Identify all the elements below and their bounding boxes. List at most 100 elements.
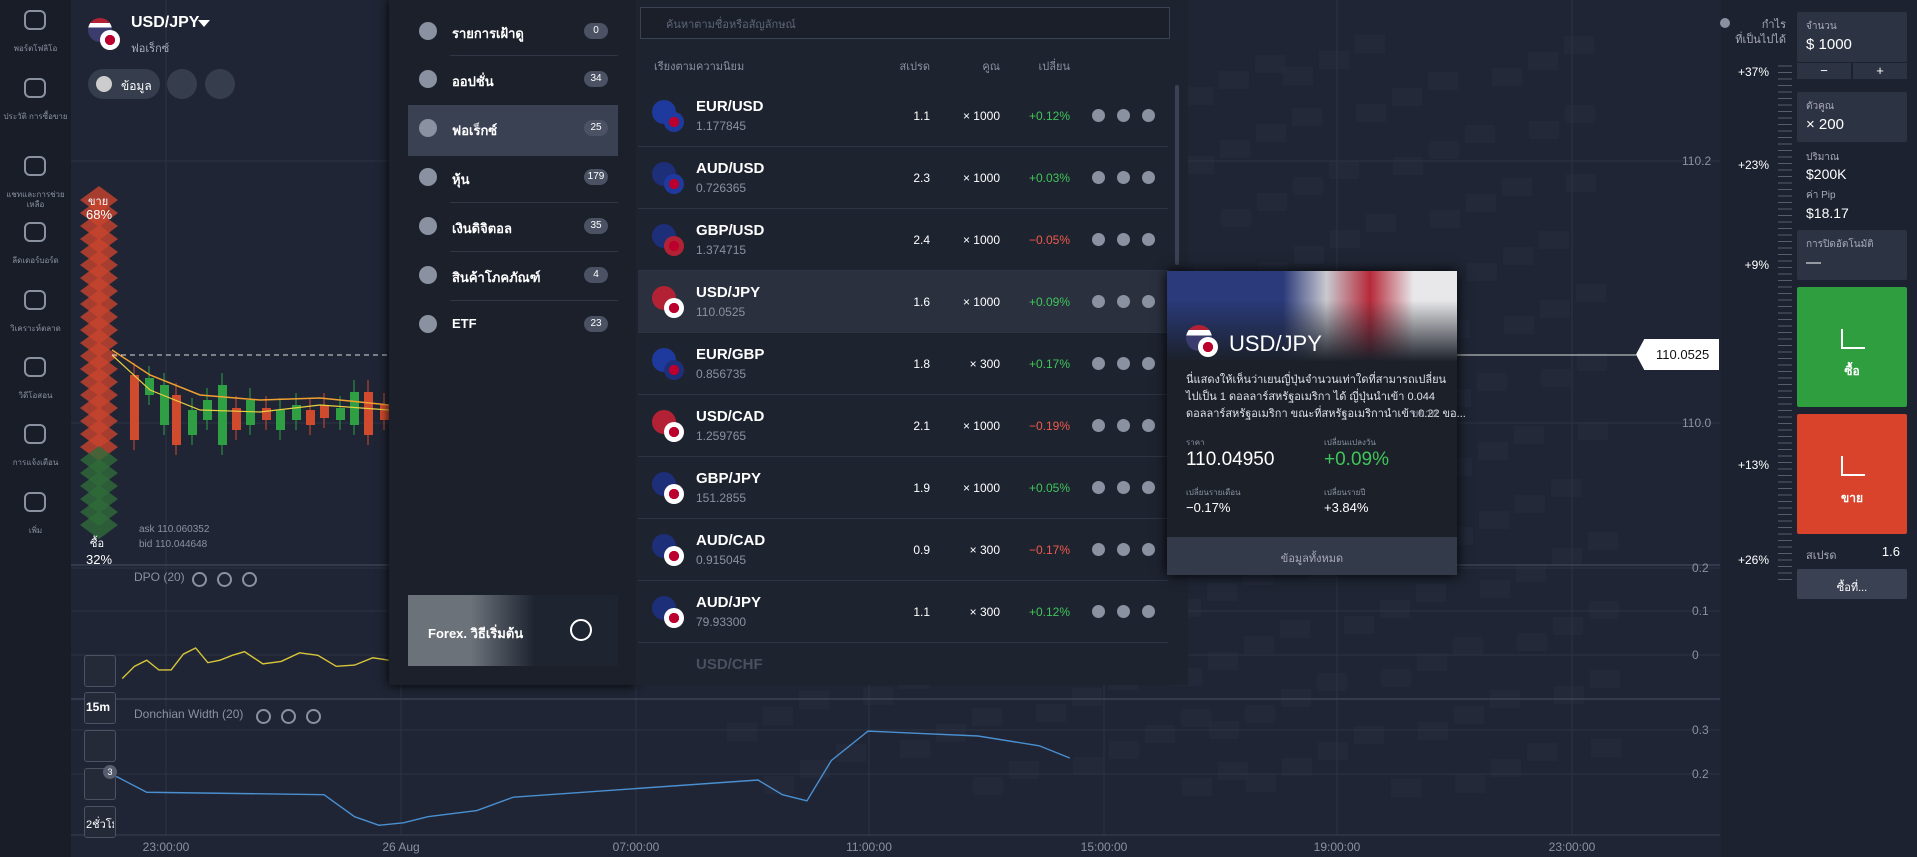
asset-symbol[interactable]: EUR/USD (696, 98, 764, 115)
row-favorite-icon[interactable] (1117, 233, 1130, 246)
amount-box[interactable]: จำนวน $ 1000 (1797, 12, 1907, 62)
map-dots (1072, 688, 1102, 706)
multiplier-box[interactable]: ตัวคูณ × 200 (1797, 92, 1907, 142)
popup-all-info: ข้อมูลทั้งหมด (1280, 553, 1344, 565)
map-dots (1293, 177, 1323, 195)
map-dots (1492, 68, 1522, 86)
indicator-remove[interactable] (242, 572, 257, 587)
asset-symbol[interactable]: EUR/GBP (696, 346, 765, 363)
sidebar-label[interactable]: พอร์ตโฟลิโอ (13, 44, 58, 53)
row-favorite-icon[interactable] (1117, 605, 1130, 618)
row-info-icon[interactable] (1142, 171, 1155, 184)
category-label[interactable]: รายการเฝ้าดู (452, 26, 524, 41)
favorite-button[interactable] (205, 69, 235, 99)
category-label[interactable]: หุ้น (452, 172, 470, 187)
row-favorite-icon[interactable] (1117, 109, 1130, 122)
row-info-icon[interactable] (1142, 419, 1155, 432)
row-info-icon[interactable] (1142, 357, 1155, 370)
asset-symbol[interactable]: USD/JPY (131, 14, 200, 31)
indicator-remove[interactable] (306, 709, 321, 724)
column-sort[interactable]: เรียงตามความนิยม (654, 61, 745, 73)
row-favorite-icon[interactable] (1117, 543, 1130, 556)
flag (100, 30, 120, 50)
sidebar-label[interactable]: วิเคราะห์ตลาด (10, 324, 61, 333)
indicator-settings[interactable] (192, 572, 207, 587)
category-label[interactable]: ออปชั่น (452, 74, 494, 89)
row-info-icon[interactable] (1142, 295, 1155, 308)
info-button[interactable]: ข้อมูล (88, 69, 160, 99)
tool-button[interactable] (84, 692, 116, 724)
tool-label: 15m (86, 700, 111, 714)
map-dots (1590, 670, 1620, 688)
row-favorite-icon[interactable] (1117, 171, 1130, 184)
category-label[interactable]: ETF (452, 316, 477, 331)
category-label[interactable]: เงินดิจิตอล (452, 221, 512, 236)
autoclose-box[interactable]: การปิดอัตโนมัติ — (1797, 230, 1907, 280)
tool-button[interactable] (84, 655, 116, 687)
asset-spread: 2.3 (913, 171, 930, 185)
tool-button[interactable] (84, 730, 116, 762)
row-info-icon[interactable] (1142, 543, 1155, 556)
row-info-icon[interactable] (1142, 605, 1155, 618)
play-icon (570, 619, 592, 641)
row-alert-icon[interactable] (1092, 419, 1105, 432)
asset-symbol[interactable]: USD/CAD (696, 408, 765, 425)
row-divider (638, 270, 1168, 271)
video-thumbnail[interactable]: Forex. วิธีเริ่มต้น (408, 595, 618, 666)
sidebar-label[interactable]: ประวัติ การซื้อขาย (3, 112, 68, 121)
category-label[interactable]: ฟอเร็กซ์ (452, 123, 498, 138)
sell-pct: 68% (86, 207, 113, 222)
sidebar-label[interactable]: ลีดเดอร์บอร์ด (12, 256, 59, 265)
tool-button[interactable] (84, 806, 116, 838)
asset-symbol[interactable]: GBP/USD (696, 222, 765, 239)
alert-button[interactable] (167, 69, 197, 99)
indicator-settings[interactable] (256, 709, 271, 724)
map-dots (863, 687, 893, 705)
buy-button[interactable]: ซื้อ (1797, 287, 1907, 407)
row-favorite-icon[interactable] (1117, 357, 1130, 370)
sidebar-label[interactable]: การแจ้งเตือน (12, 458, 59, 467)
asset-symbol[interactable]: USD/JPY (696, 284, 761, 301)
row-info-icon[interactable] (1142, 233, 1155, 246)
search-box[interactable] (640, 7, 1170, 39)
map-dots (1553, 617, 1583, 635)
map-dots (1354, 726, 1384, 744)
popup-more[interactable]: ขยาย (1411, 408, 1438, 420)
candle-body (160, 385, 169, 425)
buy-at-button[interactable]: ซื้อที่... (1797, 569, 1907, 599)
row-favorite-icon[interactable] (1117, 295, 1130, 308)
asset-symbol[interactable]: GBP/JPY (696, 470, 762, 487)
row-alert-icon[interactable] (1092, 357, 1105, 370)
asset-symbol[interactable]: AUD/CAD (696, 532, 766, 549)
asset-symbol[interactable]: AUD/USD (696, 160, 765, 177)
sell-button[interactable]: ขาย (1797, 414, 1907, 534)
minus-button[interactable]: − (1797, 63, 1851, 79)
row-info-icon[interactable] (1142, 109, 1155, 122)
map-dots (1428, 72, 1458, 90)
row-alert-icon[interactable] (1092, 481, 1105, 494)
sidebar-label[interactable]: เพิ่ม (28, 526, 43, 535)
indicator-visibility[interactable] (217, 572, 232, 587)
map-dots (799, 691, 829, 709)
row-alert-icon[interactable] (1092, 543, 1105, 556)
plus-button[interactable]: + (1853, 63, 1907, 79)
asset-symbol[interactable]: AUD/JPY (696, 594, 762, 611)
row-alert-icon[interactable] (1092, 295, 1105, 308)
category-label[interactable]: สินค้าโภคภัณฑ์ (452, 270, 541, 285)
sidebar-label[interactable]: แชทและการช่วยเหลือ (6, 190, 65, 209)
popup-all-info-button[interactable]: ข้อมูลทั้งหมด (1167, 537, 1457, 575)
row-alert-icon[interactable] (1092, 605, 1105, 618)
indicator-visibility[interactable] (281, 709, 296, 724)
row-favorite-icon[interactable] (1117, 481, 1130, 494)
popup-label: ราคา (1186, 438, 1205, 447)
row-alert-icon[interactable] (1092, 171, 1105, 184)
sidebar-label[interactable]: วิดีโอสอน (18, 391, 53, 400)
row-alert-icon[interactable] (1092, 233, 1105, 246)
row-favorite-icon[interactable] (1117, 419, 1130, 432)
row-selected-bg (638, 271, 1168, 332)
multiplier-label: ตัวคูณ (1806, 101, 1835, 112)
row-info-icon[interactable] (1142, 481, 1155, 494)
row-alert-icon[interactable] (1092, 109, 1105, 122)
flag (664, 298, 684, 318)
